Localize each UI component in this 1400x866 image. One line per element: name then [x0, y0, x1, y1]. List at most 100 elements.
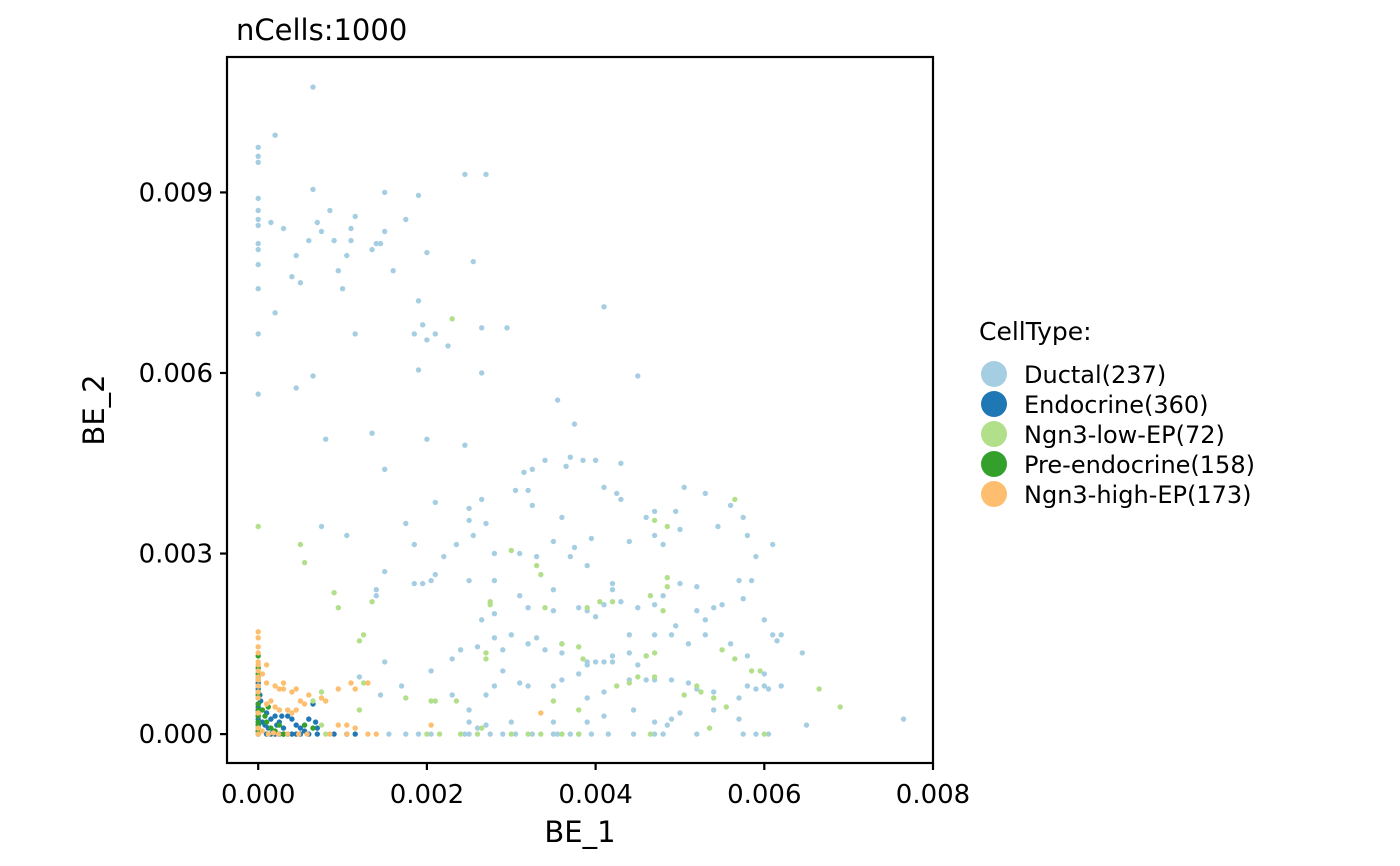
data-point — [339, 286, 346, 292]
data-point — [757, 668, 763, 674]
data-point — [255, 695, 261, 701]
data-point — [559, 677, 565, 683]
data-point — [508, 547, 514, 554]
data-point — [778, 632, 784, 638]
data-point — [403, 216, 409, 223]
data-point — [748, 577, 755, 584]
data-point — [255, 683, 261, 689]
data-point — [382, 228, 388, 235]
data-point — [415, 298, 422, 304]
data-point — [761, 731, 767, 737]
x-tick-label: 0.004 — [558, 780, 632, 810]
data-point — [576, 644, 582, 650]
legend-key — [981, 421, 1007, 447]
data-point — [727, 502, 734, 509]
data-point — [275, 731, 282, 737]
data-point — [365, 731, 371, 737]
data-point — [466, 517, 472, 524]
data-point — [268, 698, 274, 704]
data-point — [382, 466, 388, 472]
data-point — [588, 535, 595, 542]
data-point — [432, 331, 438, 337]
data-point — [255, 701, 261, 707]
data-point — [382, 659, 388, 665]
data-point — [310, 373, 316, 379]
data-point — [517, 593, 523, 599]
data-point — [255, 159, 261, 165]
data-point — [411, 331, 417, 337]
data-point — [360, 632, 367, 638]
data-point — [255, 216, 261, 223]
data-point — [732, 656, 738, 662]
data-point — [483, 692, 489, 698]
data-point — [559, 650, 565, 656]
data-point — [601, 304, 607, 310]
legend-label: Ngn3-low-EP(72) — [1024, 421, 1225, 449]
data-point — [318, 228, 325, 235]
data-point — [268, 725, 274, 731]
data-point — [584, 695, 590, 701]
data-point — [525, 731, 531, 737]
data-point — [744, 532, 751, 539]
data-point — [618, 599, 624, 605]
data-point — [263, 701, 270, 707]
data-point — [774, 638, 780, 644]
data-point — [255, 668, 261, 674]
data-point — [356, 707, 363, 713]
data-point — [310, 698, 316, 704]
data-point — [474, 731, 481, 737]
data-point — [323, 731, 329, 737]
chart-title: nCells:1000 — [236, 13, 407, 47]
data-point — [550, 538, 557, 545]
data-point — [761, 683, 767, 689]
data-point — [297, 698, 304, 704]
data-point — [559, 731, 565, 737]
data-point — [369, 246, 375, 253]
legend-key — [981, 391, 1007, 417]
data-point — [719, 602, 725, 608]
data-point — [348, 680, 354, 686]
data-point — [732, 496, 738, 503]
data-point — [647, 593, 654, 599]
data-point — [487, 731, 493, 737]
data-point — [740, 731, 746, 737]
legend-label: Pre-endocrine(158) — [1024, 451, 1255, 479]
data-point — [609, 587, 616, 593]
data-point — [352, 213, 358, 220]
data-point — [335, 722, 341, 728]
data-point — [508, 719, 514, 725]
data-point — [651, 517, 658, 524]
data-point — [668, 632, 675, 638]
data-point — [651, 719, 658, 725]
data-point — [567, 731, 573, 737]
data-point — [285, 707, 291, 713]
data-point — [415, 367, 422, 373]
data-point — [479, 325, 485, 331]
data-point — [711, 689, 717, 695]
data-point — [306, 692, 312, 698]
data-point — [711, 605, 717, 611]
data-point — [280, 225, 287, 232]
data-point — [651, 650, 658, 656]
data-point — [592, 659, 599, 665]
data-point — [255, 207, 261, 214]
data-point — [529, 502, 535, 509]
data-point — [352, 686, 358, 692]
data-point — [580, 656, 586, 662]
x-tick-label: 0.008 — [896, 780, 970, 810]
data-point — [677, 526, 683, 533]
data-point — [533, 635, 540, 641]
data-point — [314, 725, 320, 731]
data-point — [601, 689, 607, 695]
data-point — [474, 644, 481, 650]
data-point — [373, 731, 379, 737]
data-point — [255, 331, 261, 337]
data-point — [609, 599, 616, 605]
data-point — [529, 466, 535, 472]
data-point — [386, 731, 392, 737]
data-point — [778, 683, 784, 689]
data-point — [453, 541, 460, 548]
data-point — [424, 731, 430, 737]
data-point — [563, 463, 569, 469]
